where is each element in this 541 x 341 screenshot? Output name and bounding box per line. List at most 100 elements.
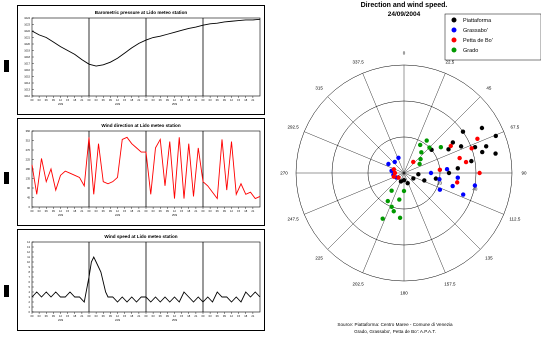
series-line xyxy=(31,136,261,200)
x-tick-label: 00 xyxy=(88,98,91,102)
spoke xyxy=(327,96,405,174)
data-point xyxy=(427,145,432,150)
x-tick-label: 18 xyxy=(244,314,247,318)
spoke xyxy=(362,172,405,273)
y-tick-label: 1024 xyxy=(24,16,30,20)
y-tick-label: 45 xyxy=(27,196,30,200)
angle-label: 90 xyxy=(521,171,527,176)
data-point xyxy=(428,170,434,176)
legend-swatch xyxy=(451,17,457,23)
series-line xyxy=(31,18,261,67)
y-tick-label: 1 xyxy=(29,305,31,309)
x-tick-label: 03 xyxy=(152,314,155,318)
x-tick-label: 09 xyxy=(52,98,55,102)
data-point xyxy=(386,161,391,167)
x-day-label: 23/9 xyxy=(58,213,64,217)
y-tick-label: 1019 xyxy=(24,49,30,53)
radial-tick-label: 40 xyxy=(472,187,478,192)
y-tick-label: 7 xyxy=(29,275,31,279)
legend-swatch xyxy=(451,37,457,43)
series-line xyxy=(31,255,261,303)
x-tick-label: 15 xyxy=(123,314,126,318)
data-point xyxy=(448,143,453,149)
polar-chart: Direction and wind speed. 24/09/2004 Sou… xyxy=(280,2,541,334)
y-tick-label: 1017 xyxy=(24,62,30,66)
legend-label: Grado xyxy=(463,48,478,54)
y-tick-label: 3 xyxy=(29,295,31,299)
y-tick-label: 9 xyxy=(29,265,31,269)
angle-label: 0 xyxy=(403,51,406,56)
data-point xyxy=(437,177,442,182)
data-point xyxy=(422,178,427,183)
data-point xyxy=(389,188,394,193)
x-tick-label: 03 xyxy=(209,209,212,213)
y-tick-label: 315 xyxy=(26,139,31,143)
spoke xyxy=(304,172,405,215)
wind-speed-chart: Wind speed at Lido meteo station 1413121… xyxy=(27,234,261,322)
x-tick-label: 18 xyxy=(130,314,133,318)
chart-title: Barometric pressure at Lido meteo statio… xyxy=(95,10,188,15)
x-tick-label: 21 xyxy=(194,209,197,213)
y-tick-label: 11 xyxy=(27,255,30,259)
y-tick-label: 8 xyxy=(29,270,31,274)
source-note: Source: Piattaforma: Centro Maree - Comu… xyxy=(337,322,453,327)
x-day-label: 24/9 xyxy=(115,318,121,322)
data-point xyxy=(493,151,498,156)
spoke xyxy=(403,96,481,174)
polar-subtitle: 24/09/2004 xyxy=(388,11,421,18)
x-tick-label: 03 xyxy=(95,209,98,213)
y-tick-label: 1013 xyxy=(24,88,30,92)
x-tick-label: 15 xyxy=(237,209,240,213)
data-point xyxy=(437,187,443,192)
x-tick-label: 21 xyxy=(137,209,140,213)
data-point xyxy=(411,159,416,165)
x-tick-label: 06 xyxy=(102,314,105,318)
x-tick-label: 12 xyxy=(173,314,176,318)
x-tick-label: 06 xyxy=(159,314,162,318)
pressure-panel: Barometric pressure at Lido meteo statio… xyxy=(17,5,265,115)
legend: Piattaforma Grassabo' Petta de Bo' Grado xyxy=(444,13,541,61)
x-tick-label: 21 xyxy=(251,209,254,213)
x-tick-label: 03 xyxy=(95,98,98,102)
data-point xyxy=(454,180,460,185)
x-tick-label: 21 xyxy=(194,98,197,102)
x-tick-label: 15 xyxy=(66,209,69,213)
data-point xyxy=(411,176,416,181)
data-point xyxy=(385,198,390,204)
legend-label: Piattaforma xyxy=(463,18,492,24)
spoke xyxy=(403,172,446,273)
x-tick-label: 09 xyxy=(166,314,169,318)
x-tick-label: 12 xyxy=(59,209,62,213)
data-point xyxy=(450,183,455,189)
data-point xyxy=(477,170,482,176)
data-point xyxy=(450,140,456,145)
angle-label: 225 xyxy=(315,255,323,260)
data-point xyxy=(469,146,474,151)
angle-label: 337.5 xyxy=(352,60,364,65)
angle-label: 157.5 xyxy=(444,281,456,286)
x-tick-label: 00 xyxy=(202,314,205,318)
x-tick-label: 21 xyxy=(80,314,83,318)
x-tick-label: 03 xyxy=(152,209,155,213)
y-tick-label: 360 xyxy=(26,129,31,133)
data-point xyxy=(480,149,485,155)
x-tick-label: 06 xyxy=(102,98,105,102)
data-point xyxy=(475,136,480,141)
data-point xyxy=(391,167,397,172)
y-tick-label: 135 xyxy=(26,177,31,181)
x-tick-label: 12 xyxy=(173,98,176,102)
data-point xyxy=(389,204,394,210)
x-tick-label: 21 xyxy=(80,209,83,213)
data-point xyxy=(392,159,397,165)
x-tick-label: 21 xyxy=(251,98,254,102)
data-point xyxy=(446,170,452,176)
x-tick-label: 18 xyxy=(130,98,133,102)
x-tick-label: 12 xyxy=(230,98,233,102)
y-tick-label: 14 xyxy=(27,240,30,244)
x-tick-label: 09 xyxy=(109,314,112,318)
x-tick-label: 21 xyxy=(251,314,254,318)
x-tick-label: 00 xyxy=(145,209,148,213)
x-tick-label: 18 xyxy=(187,98,190,102)
spoke xyxy=(403,172,481,250)
data-point xyxy=(469,158,474,164)
